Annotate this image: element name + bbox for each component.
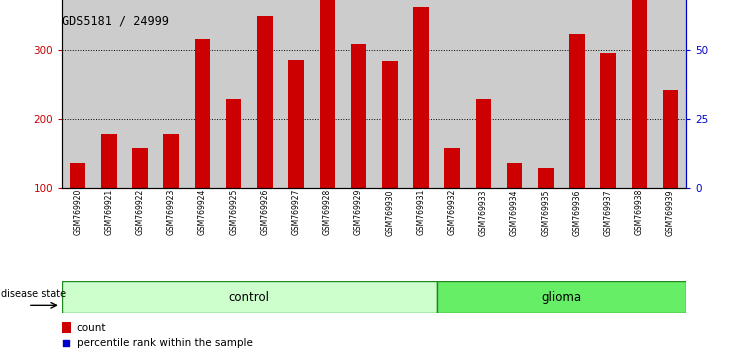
Bar xyxy=(593,0,624,188)
Bar xyxy=(663,90,678,188)
Text: GDS5181 / 24999: GDS5181 / 24999 xyxy=(62,14,169,27)
Bar xyxy=(288,60,304,188)
Bar xyxy=(62,281,437,313)
Bar xyxy=(624,0,655,188)
Bar xyxy=(124,0,155,188)
Bar xyxy=(226,99,242,188)
Bar xyxy=(445,148,460,188)
Bar xyxy=(631,0,648,188)
Bar xyxy=(437,0,468,188)
Bar xyxy=(382,61,398,188)
Bar xyxy=(507,164,523,188)
Bar xyxy=(437,281,686,313)
Bar xyxy=(343,0,374,188)
Bar xyxy=(280,0,312,188)
Bar xyxy=(164,134,179,188)
Bar xyxy=(187,0,218,188)
Bar xyxy=(655,0,686,188)
Bar xyxy=(405,0,437,188)
Bar xyxy=(350,44,366,188)
Bar xyxy=(475,99,491,188)
Bar xyxy=(70,164,85,188)
Point xyxy=(61,341,72,346)
Bar xyxy=(312,0,343,188)
Text: disease state: disease state xyxy=(1,289,66,299)
Bar xyxy=(218,0,250,188)
Bar xyxy=(62,0,93,188)
Bar xyxy=(195,39,210,188)
Bar xyxy=(257,16,273,188)
Bar xyxy=(155,0,187,188)
Text: count: count xyxy=(77,322,106,332)
Bar xyxy=(374,0,405,188)
Bar xyxy=(569,34,585,188)
Bar xyxy=(538,168,553,188)
Bar xyxy=(320,0,335,188)
Text: glioma: glioma xyxy=(542,291,581,304)
Text: percentile rank within the sample: percentile rank within the sample xyxy=(77,338,253,348)
Text: control: control xyxy=(228,291,270,304)
Bar xyxy=(101,134,117,188)
Bar xyxy=(561,0,593,188)
Bar xyxy=(62,322,72,333)
Bar xyxy=(600,53,616,188)
Bar xyxy=(249,0,280,188)
Bar xyxy=(413,7,429,188)
Bar xyxy=(530,0,561,188)
Bar xyxy=(93,0,124,188)
Bar xyxy=(468,0,499,188)
Bar xyxy=(499,0,530,188)
Bar xyxy=(132,148,148,188)
